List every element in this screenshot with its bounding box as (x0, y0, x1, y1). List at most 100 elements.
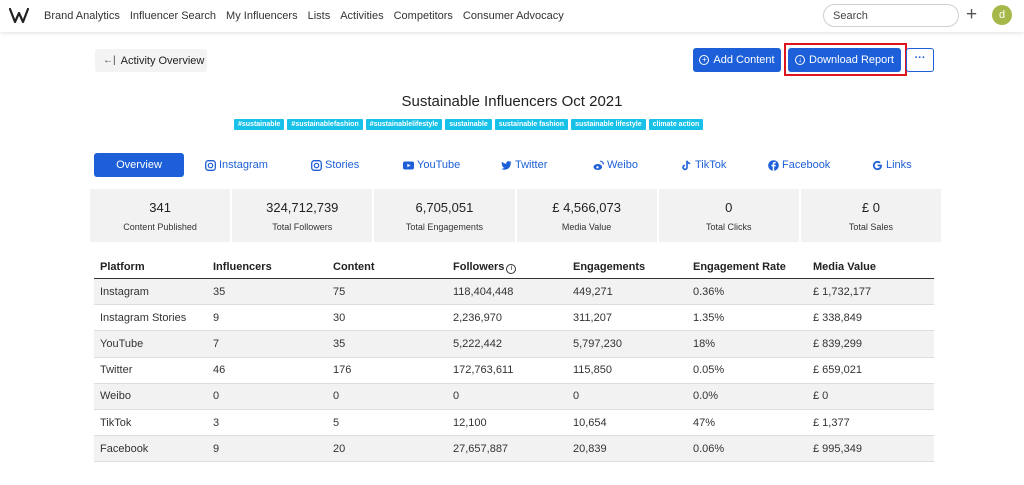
search-input[interactable] (823, 4, 959, 27)
cell-media-value: £ 839,299 (813, 337, 862, 350)
tag: sustainable lifestyle (571, 119, 646, 130)
table-row[interactable]: Twitter 46 176 172,763,611 115,850 0.05% £ 659… (94, 358, 934, 384)
header-platform: Platform (100, 261, 145, 273)
tab-stories[interactable]: Stories (311, 159, 359, 171)
nav-activities[interactable]: Activities (340, 10, 384, 22)
tab-twitter[interactable]: Twitter (501, 159, 547, 171)
stat-total-engagements: 6,705,051 Total Engagements (374, 189, 515, 242)
header-content: Content (333, 261, 375, 273)
nav-consumer-advocacy[interactable]: Consumer Advocacy (462, 10, 564, 22)
table-row[interactable]: TikTok 3 5 12,100 10,654 47% £ 1,377 (94, 410, 934, 437)
avatar[interactable]: d (992, 5, 1012, 25)
cell-platform: Twitter (100, 364, 133, 377)
header-engagements: Engagements (573, 261, 646, 273)
tiktok-icon (682, 160, 691, 170)
cell-influencers: 46 (213, 364, 226, 377)
cell-followers: 2,236,970 (453, 311, 502, 324)
stat-value: 324,712,739 (266, 200, 339, 215)
cell-engagements: 0 (573, 390, 580, 403)
header-followers: Followers i (453, 261, 573, 274)
cell-platform: TikTok (100, 416, 132, 429)
platform-table: Platform Influencers Content Followers i … (94, 256, 934, 463)
cell-engagements: 115,850 (573, 364, 612, 377)
tab-facebook[interactable]: Facebook (768, 159, 830, 171)
tab-overview[interactable]: Overview (94, 153, 184, 177)
stat-media-value: £ 4,566,073 Media Value (516, 189, 657, 242)
table-row[interactable]: Weibo 0 0 0 0 0.0% £ 0 (94, 383, 934, 410)
cell-followers: 12,100 (453, 416, 487, 429)
download-report-button[interactable]: ↓ Download Report (788, 48, 901, 72)
tab-stories-label: Stories (325, 159, 360, 171)
stat-value: £ 4,566,073 (552, 200, 621, 215)
tab-links[interactable]: Links (872, 159, 912, 171)
header-engagement-rate: Engagement Rate (693, 261, 786, 273)
more-options-button[interactable]: ··· (906, 48, 934, 72)
info-icon[interactable]: i (506, 263, 517, 274)
cell-followers: 118,404,448 (453, 285, 514, 298)
activity-overview-back-button[interactable]: ←| Activity Overview (95, 49, 207, 72)
plus-circle-icon: + (699, 55, 710, 65)
tab-weibo[interactable]: Weibo (593, 159, 638, 171)
nav-brand-analytics[interactable]: Brand Analytics (44, 10, 120, 22)
stat-value: 6,705,051 (415, 200, 474, 215)
nav-influencer-search[interactable]: Influencer Search (129, 10, 217, 22)
tab-instagram[interactable]: Instagram (205, 159, 268, 171)
nav-competitors[interactable]: Competitors (393, 10, 453, 22)
cell-followers: 5,222,442 (453, 337, 502, 350)
add-content-label: Add Content (713, 54, 775, 66)
facebook-icon (768, 159, 779, 171)
header-influencers: Influencers (213, 261, 272, 273)
cell-influencers: 3 (213, 416, 220, 429)
cell-followers: 27,657,887 (453, 442, 509, 455)
cell-influencers: 7 (213, 337, 220, 350)
cell-influencers: 9 (213, 442, 220, 455)
cell-content: 75 (333, 285, 346, 298)
nav-lists[interactable]: Lists (307, 10, 331, 22)
tab-youtube-label: YouTube (417, 159, 461, 171)
cell-influencers: 9 (213, 311, 220, 324)
cell-content: 0 (333, 390, 340, 403)
summary-stats: 341 Content Published 324,712,739 Total … (90, 189, 942, 242)
main-nav: Brand Analytics Influencer Search My Inf… (44, 0, 574, 32)
stat-label: Media Value (561, 222, 612, 232)
plus-icon[interactable]: + (966, 4, 978, 25)
page-title: Sustainable Influencers Oct 2021 (401, 93, 623, 110)
tab-youtube[interactable]: YouTube (403, 159, 460, 171)
nav-my-influencers[interactable]: My Influencers (226, 10, 298, 22)
tab-instagram-label: Instagram (219, 159, 268, 171)
instagram-icon (205, 159, 216, 171)
cell-content: 20 (333, 442, 346, 455)
add-content-button[interactable]: + Add Content (693, 48, 781, 72)
stat-label: Content Published (123, 222, 197, 232)
stat-value: 0 (725, 200, 733, 215)
download-cloud-icon: ↓ (795, 55, 805, 65)
stat-label: Total Clicks (706, 222, 752, 232)
cell-content: 176 (333, 364, 352, 377)
table-header: Platform Influencers Content Followers i … (94, 256, 934, 279)
table-row[interactable]: Facebook 9 20 27,657,887 20,839 0.06% £ 995,34… (94, 436, 934, 463)
cell-followers: 0 (453, 390, 460, 403)
cell-media-value: £ 995,349 (813, 442, 862, 455)
cell-engagements: 20,839 (573, 442, 607, 455)
stat-total-sales: £ 0 Total Sales (800, 189, 942, 242)
cell-media-value: £ 659,021 (813, 364, 862, 377)
tag: climate action (648, 119, 704, 130)
cell-platform: Facebook (100, 442, 149, 455)
cell-engagement-rate: 0.0% (693, 390, 719, 403)
tab-tiktok[interactable]: TikTok (681, 159, 726, 171)
weibo-icon (593, 160, 604, 170)
header-media-value: Media Value (813, 261, 876, 273)
header-followers-label: Followers (453, 260, 505, 273)
tag: sustainable fashion (494, 119, 569, 130)
stat-total-clicks: 0 Total Clicks (658, 189, 799, 242)
table-row[interactable]: YouTube 7 35 5,222,442 5,797,230 18% £ 839,299 (94, 331, 934, 358)
table-row[interactable]: Instagram 35 75 118,404,448 449,271 0.36% £ 1,… (94, 279, 934, 306)
tab-facebook-label: Facebook (782, 159, 831, 171)
table-row[interactable]: Instagram Stories 9 30 2,236,970 311,207 1.35… (94, 305, 934, 332)
brand-logo-icon[interactable] (8, 6, 30, 26)
stat-value: 341 (149, 200, 171, 215)
cell-engagements: 311,207 (573, 311, 612, 324)
tag: #sustainablefashion (287, 119, 363, 130)
tag: #sustainablelifestyle (365, 119, 443, 130)
stat-label: Total Sales (848, 222, 893, 232)
